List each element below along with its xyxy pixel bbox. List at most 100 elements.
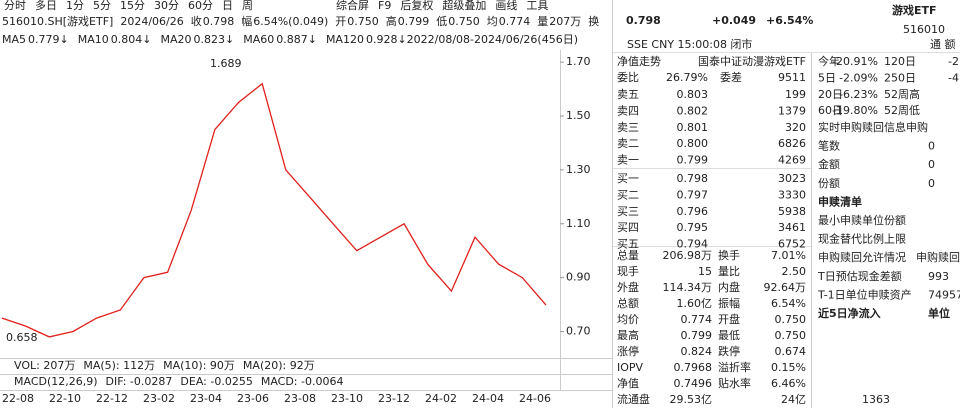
return-label: 今年 bbox=[818, 54, 840, 68]
value: 2.50 bbox=[782, 265, 807, 278]
book-label: 买五 bbox=[617, 238, 639, 251]
return-value: -20.91% bbox=[832, 55, 878, 68]
fund-name: 游戏ETF bbox=[892, 3, 937, 17]
book-price: 0.794 bbox=[677, 238, 709, 251]
label: 委差 bbox=[720, 70, 742, 84]
ma-item: 0.823↓ bbox=[193, 33, 234, 46]
tool-button: 画线 bbox=[495, 0, 517, 12]
x-tick-label: 23-10 bbox=[331, 392, 363, 405]
book-volume: 199 bbox=[785, 88, 806, 101]
label: 量比 bbox=[718, 265, 740, 278]
side-value: 74957 bbox=[928, 288, 960, 301]
y-tick-label: 1.30 bbox=[566, 163, 591, 176]
vol-item: VOL: 207万 bbox=[14, 359, 75, 372]
label: 最低 bbox=[718, 329, 740, 342]
value: 0.7968 bbox=[674, 361, 713, 374]
label: IOPV bbox=[617, 361, 644, 374]
side-value: 0 bbox=[928, 158, 935, 171]
book-volume: 3023 bbox=[778, 172, 806, 185]
last-price: 0.798 bbox=[626, 14, 661, 27]
ma-item: MA5 bbox=[2, 33, 26, 46]
info-item: 516010.SH[游戏ETF] bbox=[2, 15, 113, 28]
value: 0.799 bbox=[681, 329, 713, 342]
book-price: 0.799 bbox=[677, 154, 709, 167]
side-label: 最小申赎单位份额 bbox=[818, 213, 906, 227]
ma-item: MA10 bbox=[78, 33, 109, 46]
high-annotation: 1.689 bbox=[210, 57, 242, 70]
info-item: 高 bbox=[386, 14, 397, 28]
info-item: 均 bbox=[487, 15, 498, 28]
book-label: 卖二 bbox=[617, 137, 639, 150]
label: 净值 bbox=[617, 376, 639, 390]
side-label: 份额 bbox=[818, 177, 840, 190]
book-volume: 3461 bbox=[778, 221, 806, 234]
return-value: -2 bbox=[948, 55, 959, 68]
value: 15 bbox=[698, 265, 712, 278]
book-label: 卖四 bbox=[617, 104, 639, 117]
side-label: 现金替代比例上限 bbox=[818, 232, 906, 246]
info-item: 换 bbox=[588, 14, 599, 28]
return-value: -4 bbox=[948, 71, 959, 84]
ma-item: MA60 bbox=[243, 33, 274, 46]
ma-item: 0.887↓ bbox=[276, 33, 317, 46]
macd-item: DIF: -0.0287 bbox=[106, 375, 173, 388]
toolbar-tab: 多日 bbox=[35, 0, 57, 12]
y-tick-label: 1.70 bbox=[566, 55, 591, 68]
book-price: 0.796 bbox=[677, 205, 709, 218]
return-label: 5日 bbox=[818, 71, 836, 84]
side-label: 申购赎回允许情况 bbox=[818, 250, 906, 264]
x-tick-label: 22-10 bbox=[49, 392, 81, 405]
return-value: -19.80% bbox=[832, 104, 878, 117]
info-item: 207万 bbox=[549, 15, 581, 28]
value: 0.750 bbox=[775, 313, 807, 326]
value: 206.98万 bbox=[663, 249, 713, 262]
toolbar-tab: 分时 bbox=[4, 0, 26, 12]
ma-item: MA120 bbox=[326, 33, 364, 46]
x-tick-label: 23-06 bbox=[237, 392, 269, 405]
label: 总量 bbox=[617, 248, 639, 262]
label: 内盘 bbox=[718, 280, 740, 294]
book-price: 0.801 bbox=[677, 121, 709, 134]
value: 114.34万 bbox=[663, 281, 713, 294]
label: 涨停 bbox=[617, 344, 639, 358]
y-tick-label: 1.50 bbox=[566, 109, 591, 122]
book-price: 0.800 bbox=[677, 137, 709, 150]
return-label: 52周低 bbox=[884, 104, 920, 117]
vol-item: MA(5): 112万 bbox=[83, 359, 155, 372]
low-annotation: 0.658 bbox=[6, 331, 38, 344]
value: 0.15% bbox=[771, 361, 806, 374]
value: 0.824 bbox=[681, 345, 713, 358]
value: 6.54% bbox=[771, 297, 806, 310]
info-item: 2024/06/26 bbox=[120, 15, 183, 28]
label: 总额 bbox=[617, 296, 639, 310]
book-label: 卖五 bbox=[617, 88, 639, 101]
info-item: 开 bbox=[335, 15, 346, 28]
net-inflow: 1363 bbox=[862, 393, 890, 406]
value: 0.774 bbox=[681, 313, 713, 326]
label: 委比 bbox=[617, 71, 639, 84]
info-item: 量 bbox=[537, 15, 548, 28]
change-pct: +6.54% bbox=[766, 14, 813, 27]
fund-full-name: 国泰中证动漫游戏ETF bbox=[698, 54, 806, 68]
label: 贴水率 bbox=[718, 376, 751, 390]
label: 跌停 bbox=[718, 344, 740, 358]
tool-button: 后复权 bbox=[400, 0, 433, 12]
book-price: 0.795 bbox=[677, 221, 709, 234]
label: 振幅 bbox=[718, 296, 740, 310]
x-tick-label: 23-02 bbox=[143, 392, 175, 405]
vol-item: MA(20): 92万 bbox=[243, 359, 315, 372]
side-value: 0 bbox=[928, 140, 935, 153]
value: 92.64万 bbox=[764, 281, 807, 294]
value: 9511 bbox=[778, 71, 806, 84]
fund-label: 净值走势 bbox=[617, 54, 661, 68]
toolbar-tab: 周 bbox=[242, 0, 253, 12]
label: 流通盘 bbox=[617, 392, 650, 406]
info-item: 6.54%(0.049) bbox=[253, 15, 328, 28]
value: 6.46% bbox=[771, 377, 806, 390]
value: 26.79% bbox=[666, 71, 708, 84]
label: 均价 bbox=[617, 313, 639, 326]
ma-item: 0.928↓ bbox=[366, 33, 407, 46]
x-tick-label: 22-12 bbox=[96, 392, 128, 405]
